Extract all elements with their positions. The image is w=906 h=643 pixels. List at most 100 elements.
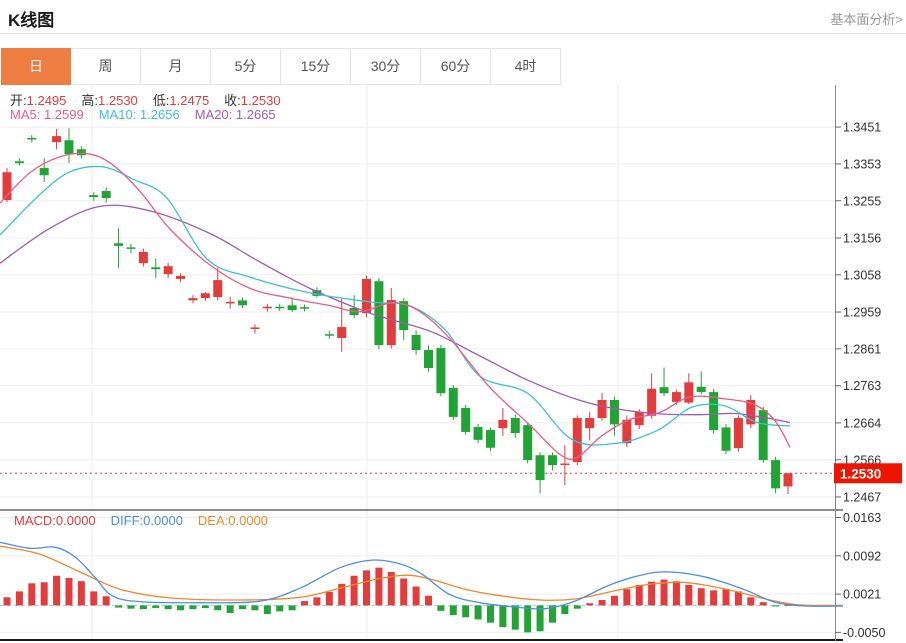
tab-4hour[interactable]: 4时 [491, 48, 561, 85]
macd-histogram-bar [40, 582, 48, 606]
candle [671, 392, 681, 402]
diff-legend-item: DIFF:0.0000 [111, 513, 183, 528]
macd-value: 0.0000 [55, 513, 96, 528]
macd-histogram-bar [672, 581, 680, 606]
macd-histogram-bar [375, 567, 383, 606]
candle [76, 149, 86, 156]
header-divider [0, 33, 906, 34]
candle [436, 348, 446, 394]
close-value: 1.2530 [240, 93, 281, 108]
macd-histogram-bar [610, 595, 618, 606]
price-axis-label: 1.2664 [843, 416, 881, 430]
macd-histogram-bar [28, 583, 36, 606]
current-price-badge [834, 463, 902, 484]
tab-15min[interactable]: 15分 [281, 48, 351, 85]
dea-value: 0.0000 [228, 513, 269, 528]
macd-histogram-bar [722, 589, 730, 606]
price-axis-label: 1.3058 [843, 268, 881, 282]
candle [448, 387, 458, 417]
kline-chart-canvas[interactable]: 1.3451 1.3353 1.3255 1.3156 1.3058 1.2959 1.28… [0, 85, 906, 643]
macd-legend-item: MACD:0.0000 [14, 513, 96, 528]
macd-histogram-bar [338, 583, 346, 606]
candle [473, 427, 483, 440]
price-axis-label: 1.3451 [843, 121, 881, 135]
candle [535, 455, 545, 481]
candle [684, 382, 694, 403]
macd-histogram-bar [77, 581, 85, 606]
candle [622, 419, 632, 444]
macd-axis-label: 0.0021 [843, 588, 881, 602]
candle [14, 161, 24, 164]
macd-axis-label: -0.0050 [843, 626, 885, 640]
tab-week[interactable]: 周 [71, 48, 141, 85]
macd-histogram-bar [462, 605, 470, 618]
dea-legend-item: DEA:0.0000 [198, 513, 268, 528]
macd-histogram-bar [301, 601, 309, 606]
macd-histogram-bar [660, 579, 668, 606]
candle [461, 407, 471, 432]
macd-histogram-bar [586, 603, 594, 606]
candle [27, 138, 37, 140]
candle [696, 386, 706, 393]
candle [585, 418, 595, 429]
fundamental-analysis-link[interactable]: 基本面分析> [830, 12, 903, 27]
macd-histogram-bar [759, 602, 767, 606]
tab-60min[interactable]: 60分 [421, 48, 491, 85]
macd-histogram-bar [536, 605, 544, 632]
ma10-value: 1.2656 [139, 107, 180, 122]
candle [200, 293, 210, 299]
macd-histogram-bar [189, 605, 197, 610]
macd-histogram-bar [437, 605, 445, 611]
macd-histogram-bar [53, 575, 61, 606]
price-axis-label: 1.2861 [843, 342, 881, 356]
macd-histogram-bar [15, 591, 23, 606]
candle [312, 290, 322, 296]
candle [659, 387, 669, 394]
macd-histogram-bar [486, 605, 494, 623]
price-axis-label: 1.2763 [843, 379, 881, 393]
macd-histogram-bar [164, 605, 172, 610]
macd-histogram-bar [276, 605, 284, 612]
candle [64, 140, 74, 155]
macd-histogram-bar [548, 605, 556, 623]
macd-histogram-bar [784, 604, 792, 606]
candle [423, 350, 433, 369]
candle [2, 172, 12, 201]
diff-value: 0.0000 [143, 513, 183, 528]
price-axis-label: 1.3353 [843, 157, 881, 171]
open-label: 开: [10, 93, 27, 108]
tab-5min[interactable]: 5分 [211, 48, 281, 85]
price-axis-label: 1.3255 [843, 194, 881, 208]
candle [510, 418, 520, 434]
macd-histogram-bar [263, 605, 271, 615]
ohlc-legend: 开:1.2495 高:1.2530 低:1.2475 收:1.2530 [10, 90, 296, 109]
candle [572, 418, 582, 463]
macd-histogram-bar [251, 605, 259, 611]
candle [287, 305, 297, 311]
candle [114, 243, 124, 246]
high-value: 1.2530 [98, 93, 138, 108]
tab-month[interactable]: 月 [141, 48, 211, 85]
macd-label: MACD: [14, 513, 56, 528]
current-price-badge-value: 1.2530 [840, 466, 881, 481]
open-legend-item: 开:1.2495 [10, 93, 66, 108]
candle [213, 280, 223, 297]
candle [746, 399, 756, 425]
candle [101, 191, 111, 199]
high-label: 高: [81, 93, 99, 108]
price-axis-label: 1.2467 [843, 490, 881, 504]
candle [709, 392, 719, 431]
candle [163, 266, 173, 275]
candle [52, 136, 62, 143]
macd-histogram-bar [424, 595, 432, 606]
tab-day[interactable]: 日 [1, 48, 71, 85]
macd-histogram-bar [239, 605, 247, 610]
macd-histogram-bar [288, 605, 296, 611]
tab-30min[interactable]: 30分 [351, 48, 421, 85]
macd-histogram-bar [102, 596, 110, 606]
candle [597, 399, 607, 419]
candle [783, 473, 793, 487]
ma5-value: 1.2599 [43, 107, 84, 122]
macd-histogram-bar [127, 605, 135, 609]
diff-label: DIFF: [110, 513, 144, 528]
